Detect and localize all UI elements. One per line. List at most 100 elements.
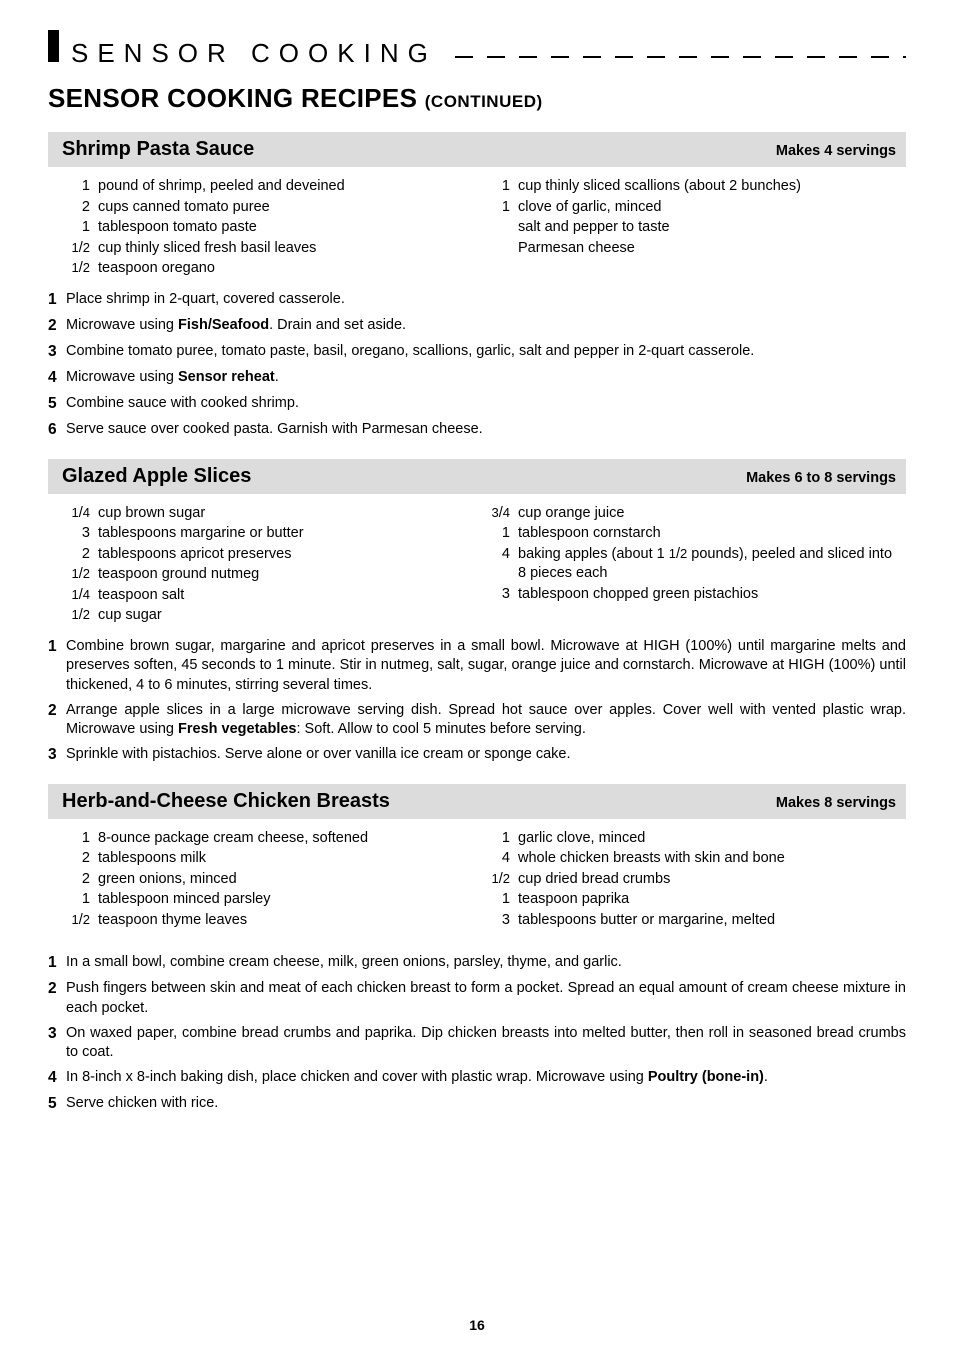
section-bar-icon [48, 30, 59, 62]
ingredient-row: 4whole chicken breasts with skin and bon… [486, 849, 906, 869]
ingredient-column: 1pound of shrimp, peeled and deveined2cu… [66, 177, 486, 280]
ingredient-row: 1tablespoon minced parsley [66, 890, 486, 910]
step-text: Combine tomato puree, tomato paste, basi… [66, 342, 906, 363]
ingredient-text: Parmesan cheese [518, 239, 906, 259]
ingredient-text: salt and pepper to taste [518, 218, 906, 238]
ingredient-text: tablespoon minced parsley [98, 890, 486, 910]
ingredient-text: teaspoon ground nutmeg [98, 565, 486, 585]
step-text: Combine sauce with cooked shrimp. [66, 394, 906, 415]
step: 4In 8-inch x 8-inch baking dish, place c… [48, 1068, 906, 1089]
recipe-header: Herb-and-Cheese Chicken BreastsMakes 8 s… [48, 784, 906, 819]
ingredient-row: 3tablespoons butter or margarine, melted [486, 911, 906, 931]
ingredient-qty: 1 [66, 177, 98, 197]
step-number: 6 [48, 420, 66, 441]
step: 6Serve sauce over cooked pasta. Garnish … [48, 420, 906, 441]
ingredient-qty: 4 [486, 849, 518, 869]
step: 2Microwave using Fish/Seafood. Drain and… [48, 316, 906, 337]
ingredient-row: 4baking apples (about 1 1/2 pounds), pee… [486, 545, 906, 584]
ingredient-column: 1cup thinly sliced scallions (about 2 bu… [486, 177, 906, 280]
ingredient-text: cup brown sugar [98, 504, 486, 524]
ingredient-row: 1/2teaspoon thyme leaves [66, 911, 486, 931]
ingredient-qty: 1 [486, 829, 518, 849]
ingredient-text: tablespoon tomato paste [98, 218, 486, 238]
step-number: 2 [48, 701, 66, 740]
ingredient-row: 1pound of shrimp, peeled and deveined [66, 177, 486, 197]
ingredient-text: teaspoon salt [98, 586, 486, 606]
step: 1Place shrimp in 2-quart, covered casser… [48, 290, 906, 311]
ingredient-text: 8-ounce package cream cheese, softened [98, 829, 486, 849]
ingredient-column: 3/4cup orange juice1tablespoon cornstarc… [486, 504, 906, 627]
page-title-continued: (CONTINUED) [425, 92, 543, 111]
step: 2Push fingers between skin and meat of e… [48, 979, 906, 1018]
ingredient-qty: 1/2 [66, 239, 98, 259]
ingredient-text: clove of garlic, minced [518, 198, 906, 218]
step-text: Serve chicken with rice. [66, 1094, 906, 1115]
step-number: 3 [48, 745, 66, 766]
ingredient-row: 1/4cup brown sugar [66, 504, 486, 524]
ingredient-text: teaspoon paprika [518, 890, 906, 910]
recipe-title: Glazed Apple Slices [62, 463, 251, 490]
ingredient-row: 1tablespoon cornstarch [486, 524, 906, 544]
ingredient-row: salt and pepper to taste [486, 218, 906, 238]
ingredient-row: 2green onions, minced [66, 870, 486, 890]
section-header: SENSOR COOKING [48, 30, 906, 71]
step-text: Sprinkle with pistachios. Serve alone or… [66, 745, 906, 766]
ingredient-qty [486, 218, 518, 238]
ingredient-row: 1cup thinly sliced scallions (about 2 bu… [486, 177, 906, 197]
step: 1Combine brown sugar, margarine and apri… [48, 637, 906, 696]
ingredient-qty: 3/4 [486, 504, 518, 524]
ingredient-row: 18-ounce package cream cheese, softened [66, 829, 486, 849]
step-number: 1 [48, 637, 66, 696]
step-text: Microwave using Fish/Seafood. Drain and … [66, 316, 906, 337]
ingredient-qty: 2 [66, 870, 98, 890]
ingredient-row: 1tablespoon tomato paste [66, 218, 486, 238]
ingredient-row: 1/2teaspoon oregano [66, 259, 486, 279]
step: 3On waxed paper, combine bread crumbs an… [48, 1024, 906, 1063]
recipes-container: Shrimp Pasta SauceMakes 4 servings1pound… [48, 132, 906, 1114]
ingredient-qty: 1 [66, 829, 98, 849]
step-text: In 8-inch x 8-inch baking dish, place ch… [66, 1068, 906, 1089]
ingredient-qty: 1/2 [66, 606, 98, 626]
step-number: 1 [48, 290, 66, 311]
ingredients: 1/4cup brown sugar3tablespoons margarine… [48, 504, 906, 627]
ingredient-qty: 3 [486, 585, 518, 605]
ingredient-text: cup sugar [98, 606, 486, 626]
ingredient-text: cups canned tomato puree [98, 198, 486, 218]
ingredient-row: 2tablespoons milk [66, 849, 486, 869]
ingredient-qty: 1 [486, 524, 518, 544]
ingredient-row: 1teaspoon paprika [486, 890, 906, 910]
ingredient-qty: 3 [66, 524, 98, 544]
ingredient-text: cup dried bread crumbs [518, 870, 906, 890]
step: 4Microwave using Sensor reheat. [48, 368, 906, 389]
ingredient-qty: 3 [486, 911, 518, 931]
step-text: Push fingers between skin and meat of ea… [66, 979, 906, 1018]
ingredient-row: 3tablespoons margarine or butter [66, 524, 486, 544]
ingredient-qty: 1 [486, 890, 518, 910]
step-number: 5 [48, 394, 66, 415]
ingredient-text: teaspoon thyme leaves [98, 911, 486, 931]
ingredient-qty: 1/4 [66, 504, 98, 524]
step-number: 2 [48, 979, 66, 1018]
page-title-text: SENSOR COOKING RECIPES [48, 83, 417, 113]
ingredient-text: cup thinly sliced fresh basil leaves [98, 239, 486, 259]
ingredient-text: garlic clove, minced [518, 829, 906, 849]
ingredient-column: 1garlic clove, minced4whole chicken brea… [486, 829, 906, 932]
ingredient-text: tablespoon chopped green pistachios [518, 585, 906, 605]
ingredient-qty: 2 [66, 849, 98, 869]
page-title: SENSOR COOKING RECIPES (CONTINUED) [48, 81, 906, 116]
step-number: 1 [48, 953, 66, 974]
step-text: On waxed paper, combine bread crumbs and… [66, 1024, 906, 1063]
ingredients: 1pound of shrimp, peeled and deveined2cu… [48, 177, 906, 280]
step: 5Combine sauce with cooked shrimp. [48, 394, 906, 415]
ingredient-row: 1/2cup thinly sliced fresh basil leaves [66, 239, 486, 259]
ingredient-row: 1garlic clove, minced [486, 829, 906, 849]
ingredient-qty: 1/2 [66, 565, 98, 585]
step-text: Serve sauce over cooked pasta. Garnish w… [66, 420, 906, 441]
step-text: Combine brown sugar, margarine and apric… [66, 637, 906, 696]
ingredient-text: teaspoon oregano [98, 259, 486, 279]
ingredient-text: cup orange juice [518, 504, 906, 524]
recipe-servings: Makes 6 to 8 servings [746, 469, 896, 489]
ingredient-row: 1/2teaspoon ground nutmeg [66, 565, 486, 585]
ingredient-text: whole chicken breasts with skin and bone [518, 849, 906, 869]
step-text: Place shrimp in 2-quart, covered cassero… [66, 290, 906, 311]
